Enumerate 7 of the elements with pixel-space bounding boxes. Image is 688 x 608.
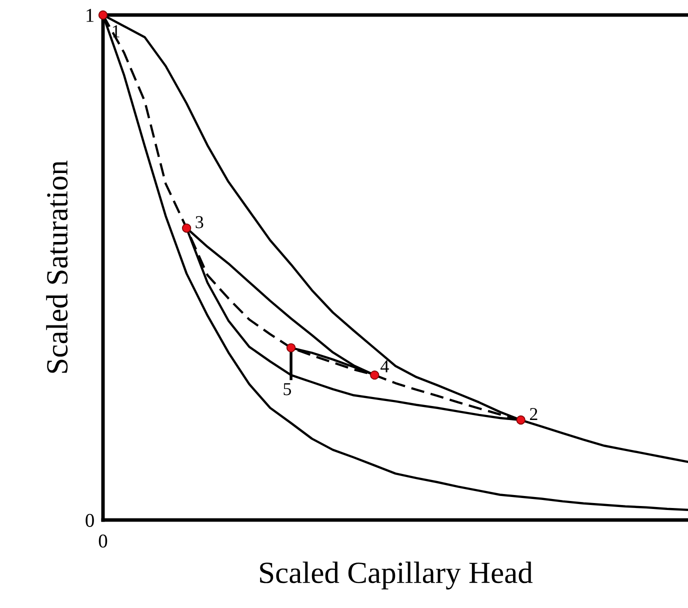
text: 0	[98, 534, 108, 548]
annotation: 5	[284, 383, 292, 396]
y-axis-title: Scaled Saturation	[46, 160, 68, 373]
annotation: 4	[380, 360, 389, 372]
annotation: 2	[530, 408, 538, 420]
x-axis-title: Scaled Capillary Head	[260, 562, 533, 590]
annotation: 3	[196, 216, 204, 228]
